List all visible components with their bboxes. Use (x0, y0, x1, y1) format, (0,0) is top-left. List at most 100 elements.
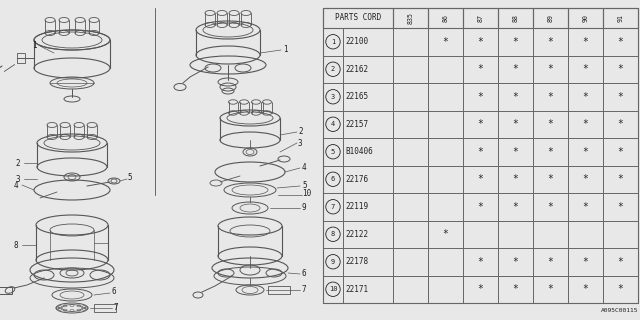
Text: 3: 3 (331, 94, 335, 100)
Bar (533, 138, 568, 165)
Text: 7: 7 (302, 285, 307, 294)
Text: *: * (513, 92, 518, 102)
Text: *: * (477, 147, 483, 157)
Bar (463, 165, 498, 193)
Text: *: * (548, 119, 554, 129)
Bar (323, 110, 343, 138)
Text: 2: 2 (298, 127, 303, 137)
Bar (393, 110, 428, 138)
Text: 835: 835 (408, 12, 413, 24)
Text: *: * (513, 37, 518, 47)
Bar (498, 276, 533, 303)
Bar (603, 28, 638, 55)
Bar (343, 193, 393, 220)
Bar (603, 193, 638, 220)
Text: 89: 89 (547, 14, 554, 22)
Text: A095C00115: A095C00115 (600, 308, 638, 313)
Text: 86: 86 (442, 14, 449, 22)
Text: *: * (548, 257, 554, 267)
Text: *: * (548, 64, 554, 74)
Text: 6: 6 (112, 287, 116, 297)
Bar (498, 138, 533, 165)
Text: 3: 3 (15, 174, 20, 183)
Text: 1: 1 (331, 39, 335, 45)
Text: *: * (582, 202, 588, 212)
Text: 4: 4 (331, 121, 335, 127)
Text: *: * (618, 37, 623, 47)
Bar (568, 110, 603, 138)
Bar (428, 8, 463, 28)
Bar (603, 55, 638, 83)
Text: *: * (477, 257, 483, 267)
Text: *: * (513, 284, 518, 294)
Text: *: * (582, 92, 588, 102)
Text: *: * (513, 174, 518, 184)
Text: 5: 5 (302, 180, 307, 189)
Text: *: * (618, 64, 623, 74)
Bar (568, 8, 603, 28)
Text: 22100: 22100 (345, 37, 368, 46)
Bar (428, 165, 463, 193)
Bar (17, 53, 25, 63)
Text: *: * (548, 37, 554, 47)
Text: *: * (618, 119, 623, 129)
Text: 8: 8 (331, 231, 335, 237)
Bar (498, 28, 533, 55)
Text: 22171: 22171 (345, 285, 368, 294)
Text: 22162: 22162 (345, 65, 368, 74)
Bar (533, 193, 568, 220)
Bar (498, 8, 533, 28)
Text: 6: 6 (302, 268, 307, 277)
Bar (568, 193, 603, 220)
Bar (393, 248, 428, 276)
Text: 7: 7 (331, 204, 335, 210)
Text: 1: 1 (283, 45, 287, 54)
Text: *: * (618, 257, 623, 267)
Bar (343, 138, 393, 165)
Text: 88: 88 (513, 14, 518, 22)
Text: B10406: B10406 (345, 147, 372, 156)
Text: 2: 2 (331, 66, 335, 72)
Bar (343, 28, 393, 55)
Bar (498, 83, 533, 110)
Text: 22122: 22122 (345, 230, 368, 239)
Text: 22119: 22119 (345, 202, 368, 211)
Text: 10: 10 (302, 189, 311, 198)
Bar (428, 28, 463, 55)
Bar (498, 165, 533, 193)
Text: *: * (477, 174, 483, 184)
Bar (568, 248, 603, 276)
Bar (393, 138, 428, 165)
Bar (323, 83, 343, 110)
Bar (568, 220, 603, 248)
Bar (0, 0, 320, 320)
Text: *: * (582, 174, 588, 184)
Bar (323, 193, 343, 220)
Bar (603, 248, 638, 276)
Bar (343, 83, 393, 110)
Bar (533, 220, 568, 248)
Bar (498, 220, 533, 248)
Bar (603, 165, 638, 193)
Text: *: * (582, 37, 588, 47)
Bar (428, 248, 463, 276)
Bar (568, 28, 603, 55)
Bar (428, 138, 463, 165)
Text: *: * (548, 202, 554, 212)
Text: *: * (513, 202, 518, 212)
Text: *: * (582, 147, 588, 157)
Text: 9: 9 (331, 259, 335, 265)
Bar (568, 276, 603, 303)
Text: 22176: 22176 (345, 175, 368, 184)
Text: *: * (582, 257, 588, 267)
Text: *: * (548, 284, 554, 294)
Text: 7: 7 (114, 303, 118, 313)
Bar (428, 193, 463, 220)
Bar (343, 248, 393, 276)
Bar (603, 8, 638, 28)
Text: *: * (513, 147, 518, 157)
Bar (568, 138, 603, 165)
Bar (428, 55, 463, 83)
Bar (463, 193, 498, 220)
Text: 22165: 22165 (345, 92, 368, 101)
